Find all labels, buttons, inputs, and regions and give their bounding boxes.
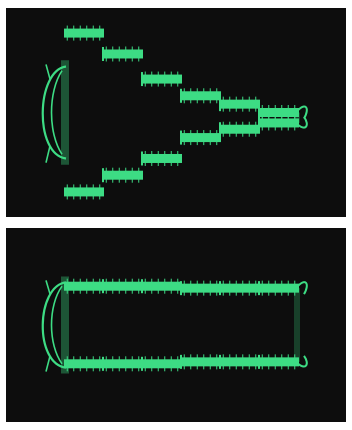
right-edge	[294, 288, 300, 362]
lower-band-segment	[259, 357, 299, 367]
upper-band-segment	[142, 74, 182, 84]
lower-band-segment	[142, 153, 182, 163]
lower-band-segment	[220, 124, 260, 134]
upper-band-segment	[259, 283, 299, 293]
upper-band-segment	[220, 99, 260, 109]
upper-band-segment	[64, 28, 104, 38]
right-edge	[294, 112, 300, 123]
lower-band-segment	[103, 170, 143, 180]
right-hook-lower	[295, 116, 308, 129]
lower-band-segment	[181, 133, 221, 143]
lower-band-segment	[220, 357, 260, 367]
upper-band-segment	[142, 281, 182, 291]
right-hook-upper	[295, 281, 308, 295]
left-edge	[61, 276, 69, 374]
waveform-top	[41, 25, 308, 200]
upper-band-segment	[64, 281, 104, 291]
lower-band-segment	[142, 359, 182, 369]
lower-band-segment	[64, 359, 104, 369]
left-edge	[61, 60, 69, 165]
upper-band-segment	[220, 283, 260, 293]
left-loop	[41, 65, 67, 160]
upper-band-segment	[259, 108, 299, 117]
inner-loop	[50, 285, 63, 365]
upper-band-segment	[103, 49, 143, 59]
left-loop	[41, 281, 67, 369]
lower-band-segment	[181, 357, 221, 367]
waveform-bottom	[41, 276, 308, 374]
lower-band-segment	[64, 187, 104, 197]
oscilloscope-screen-bottom	[6, 228, 346, 422]
upper-band-segment	[103, 281, 143, 291]
right-hook-upper	[295, 105, 308, 120]
upper-band-segment	[181, 283, 221, 293]
oscilloscope-screen-top	[6, 8, 346, 217]
loop-tail	[45, 280, 51, 372]
waveform-trace-bottom	[41, 276, 308, 374]
lower-band-segment	[103, 359, 143, 369]
upper-band-segment	[181, 91, 221, 101]
lower-band-segment	[259, 118, 299, 128]
waveform-trace-top	[41, 25, 308, 200]
right-hook-lower	[295, 355, 308, 368]
loop-tail	[45, 64, 51, 163]
inner-loop	[50, 70, 63, 155]
